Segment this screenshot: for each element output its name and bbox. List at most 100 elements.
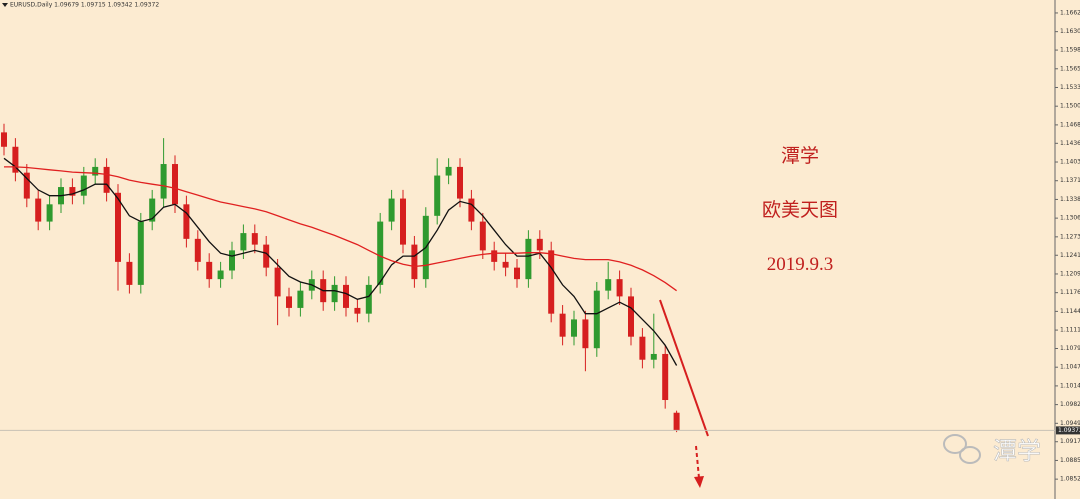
candle-body xyxy=(605,279,612,291)
candle-body xyxy=(80,175,87,196)
candle-body xyxy=(229,250,235,271)
y-tick-label: 1.12735 xyxy=(1060,233,1080,240)
candle-body xyxy=(354,307,361,314)
arrow-shaft xyxy=(695,445,700,479)
current-price-label: 1.09372 xyxy=(1058,427,1080,434)
candle-body xyxy=(194,238,201,262)
candle-body xyxy=(639,336,646,360)
candle-body xyxy=(650,353,657,360)
y-tick-label: 1.11765 xyxy=(1060,289,1080,296)
candle-body xyxy=(240,233,247,251)
y-tick-label: 1.12090 xyxy=(1060,270,1080,277)
watermark-icon xyxy=(943,434,967,454)
watermark-text: 潭学 xyxy=(993,437,1041,465)
annotation: 2019.9.3 xyxy=(767,254,834,275)
y-tick-label: 1.15980 xyxy=(1060,47,1080,54)
candle-body xyxy=(593,290,600,349)
candle-body xyxy=(514,267,520,280)
y-tick-label: 1.10145 xyxy=(1060,382,1080,389)
y-tick-label: 1.12415 xyxy=(1060,252,1080,259)
candle-body xyxy=(662,353,669,401)
candle-body xyxy=(491,250,498,262)
y-tick-label: 1.15005 xyxy=(1060,103,1080,110)
y-tick-label: 1.08525 xyxy=(1060,476,1080,483)
y-tick-label: 1.14035 xyxy=(1060,159,1080,166)
y-tick-label: 1.11115 xyxy=(1060,327,1080,334)
candle-body xyxy=(92,166,99,176)
candle-body xyxy=(274,267,281,297)
candle-body xyxy=(149,198,156,222)
candle-body xyxy=(502,261,509,268)
candle-body xyxy=(172,164,178,205)
annotation: 潭学 xyxy=(781,145,819,167)
candle-body xyxy=(525,238,532,280)
candle-body xyxy=(400,198,406,245)
candle-body xyxy=(263,244,270,268)
candle-body xyxy=(365,284,372,314)
candle-body xyxy=(1,132,7,147)
y-tick-label: 1.13710 xyxy=(1060,177,1080,184)
y-tick-label: 1.15655 xyxy=(1060,65,1080,72)
candle-body xyxy=(331,284,338,303)
candle-body xyxy=(160,164,167,199)
candle-body xyxy=(411,244,418,280)
y-tick-label: 1.15330 xyxy=(1060,84,1080,91)
candle-body xyxy=(582,319,589,349)
arrow-head xyxy=(694,476,704,488)
y-tick-label: 1.08850 xyxy=(1060,457,1080,464)
y-tick-label: 1.16625 xyxy=(1060,9,1080,16)
symbol-menu-icon xyxy=(2,3,8,7)
candle-body xyxy=(388,198,395,222)
candle-body xyxy=(217,270,224,280)
candle-body xyxy=(126,261,133,285)
plot xyxy=(1,123,680,433)
candle-body xyxy=(115,192,121,262)
candle-body xyxy=(479,221,486,251)
candle-body xyxy=(673,412,680,431)
y-tick-label: 1.11440 xyxy=(1060,308,1080,315)
candle-body xyxy=(457,166,463,199)
candle-body xyxy=(46,204,53,222)
current-price-box xyxy=(1056,426,1080,435)
candle-body xyxy=(35,198,42,222)
candle-body xyxy=(571,319,577,337)
moving-average xyxy=(3,157,678,366)
candle-body xyxy=(12,146,19,173)
candle-body xyxy=(628,296,634,337)
y-tick-label: 1.16300 xyxy=(1060,28,1080,35)
watermark-icon xyxy=(959,446,981,464)
candle-body xyxy=(559,313,566,337)
y-tick-label: 1.09495 xyxy=(1060,420,1080,427)
candle-body xyxy=(536,238,543,251)
candle-body xyxy=(468,198,475,222)
candle-body xyxy=(137,221,144,285)
y-tick-label: 1.10470 xyxy=(1060,364,1080,371)
y-tick-label: 1.09820 xyxy=(1060,401,1080,408)
y-tick-label: 1.10795 xyxy=(1060,345,1080,352)
candle-body xyxy=(183,204,190,239)
y-tick-label: 1.13385 xyxy=(1060,196,1080,203)
candle-body xyxy=(343,284,349,308)
candle-body xyxy=(445,166,452,176)
candle-body xyxy=(103,166,110,193)
y-tick-label: 1.09175 xyxy=(1060,438,1080,445)
moving-average xyxy=(4,166,677,292)
chart-header: EURUSD,Daily 1.09679 1.09715 1.09342 1.0… xyxy=(10,2,159,9)
candle-body xyxy=(206,261,213,280)
y-tick-label: 1.13060 xyxy=(1060,215,1080,222)
trend-line xyxy=(659,299,709,437)
candle-body xyxy=(23,172,30,199)
candle-body xyxy=(297,290,304,308)
watermark: 潭学 xyxy=(943,434,1041,465)
y-tick-label: 1.14360 xyxy=(1060,140,1080,147)
candle-body xyxy=(251,233,258,245)
candle-body xyxy=(616,279,623,297)
annotation: 欧美天图 xyxy=(762,199,838,221)
candle-body xyxy=(286,296,292,308)
candle-body xyxy=(377,221,384,285)
y-tick-label: 1.14680 xyxy=(1060,121,1080,128)
candle-body xyxy=(69,187,76,196)
candle-body xyxy=(548,250,555,314)
